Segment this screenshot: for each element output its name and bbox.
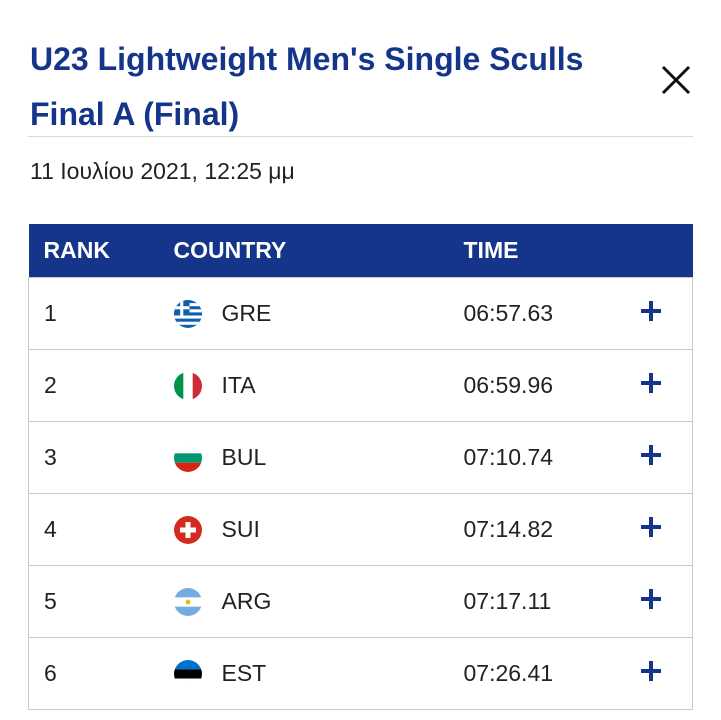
table-row[interactable]: 3 BUL 07:10.74 — [28, 421, 693, 494]
table-header-row: RANK COUNTRY TIME — [28, 224, 693, 278]
country-code: BUL — [221, 444, 267, 470]
column-header-rank: RANK — [28, 224, 174, 278]
country-cell: EST — [173, 637, 464, 710]
time-cell: 06:57.63 — [463, 277, 639, 350]
table-row[interactable]: 5 ARG 07:17.11 — [28, 565, 693, 638]
title-line-1: U23 Lightweight Men's Single Sculls — [30, 41, 584, 77]
header-divider — [28, 136, 693, 137]
estonia-flag-icon — [173, 659, 202, 688]
time-cell: 07:10.74 — [463, 421, 639, 494]
expand-cell — [638, 349, 693, 422]
italy-flag-icon — [173, 371, 202, 400]
time-cell: 07:26.41 — [463, 637, 639, 710]
expand-cell — [638, 277, 693, 350]
rank-cell: 1 — [28, 277, 174, 350]
plus-icon[interactable] — [639, 587, 663, 611]
plus-icon[interactable] — [639, 443, 663, 467]
column-header-country: COUNTRY — [173, 224, 464, 278]
plus-icon[interactable] — [639, 515, 663, 539]
time-cell: 07:14.82 — [463, 493, 639, 566]
rank-cell: 6 — [28, 637, 174, 710]
switzerland-flag-icon — [173, 515, 202, 544]
results-table: RANK COUNTRY TIME 1 — [28, 224, 693, 710]
time-cell: 06:59.96 — [463, 349, 639, 422]
close-icon — [661, 65, 691, 95]
close-button[interactable] — [658, 62, 694, 98]
plus-icon[interactable] — [639, 659, 663, 683]
expand-cell — [638, 637, 693, 710]
argentina-flag-icon — [173, 587, 202, 616]
country-code: SUI — [221, 516, 260, 542]
country-code: ARG — [221, 588, 272, 614]
country-cell: ITA — [173, 349, 464, 422]
title-line-2: Final A (Final) — [30, 96, 240, 132]
expand-cell — [638, 421, 693, 494]
race-date: 11 Ιουλίου 2021, 12:25 μμ — [30, 158, 295, 184]
country-code: EST — [221, 660, 267, 686]
expand-cell — [638, 493, 693, 566]
rank-cell: 5 — [28, 565, 174, 638]
table-row[interactable]: 2 ITA 06:59.96 — [28, 349, 693, 422]
plus-icon[interactable] — [639, 371, 663, 395]
country-code: ITA — [221, 372, 256, 398]
bulgaria-flag-icon — [173, 443, 202, 472]
expand-cell — [638, 565, 693, 638]
rank-cell: 4 — [28, 493, 174, 566]
column-header-expand — [638, 224, 693, 278]
greece-flag-icon — [173, 299, 202, 328]
column-header-time: TIME — [463, 224, 639, 278]
country-cell: BUL — [173, 421, 464, 494]
country-cell: SUI — [173, 493, 464, 566]
rank-cell: 3 — [28, 421, 174, 494]
table-row[interactable]: 6 EST 07:26.41 — [28, 637, 693, 710]
rank-cell: 2 — [28, 349, 174, 422]
country-cell: GRE — [173, 277, 464, 350]
time-cell: 07:17.11 — [463, 565, 639, 638]
country-code: GRE — [221, 300, 272, 326]
country-cell: ARG — [173, 565, 464, 638]
plus-icon[interactable] — [639, 299, 663, 323]
table-row[interactable]: 4 SUI 07:14.82 — [28, 493, 693, 566]
page-title: U23 Lightweight Men's Single Sculls Fina… — [30, 32, 650, 142]
table-row[interactable]: 1 GRE — [28, 277, 693, 350]
